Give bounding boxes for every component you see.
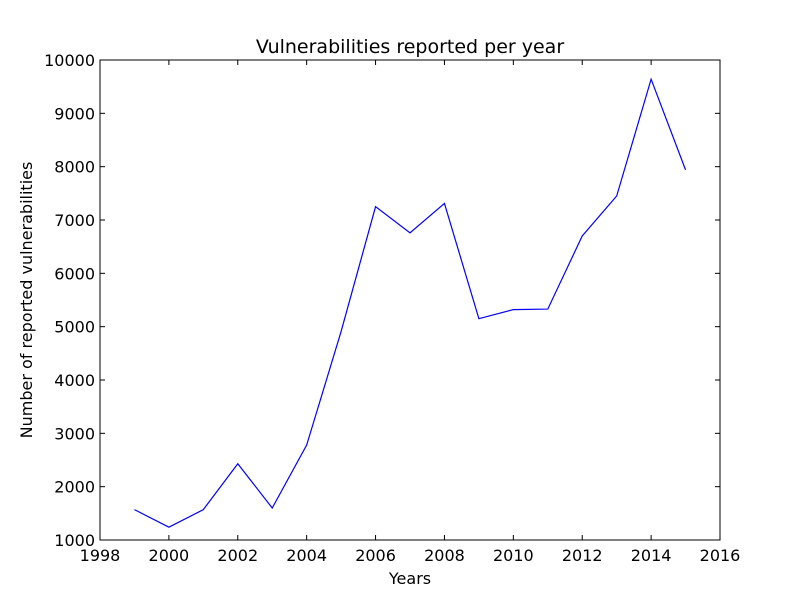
x-tick-label: 2014 (631, 546, 672, 565)
y-tick-label: 7000 (54, 211, 95, 230)
y-tick-label: 3000 (54, 424, 95, 443)
y-tick-label: 8000 (54, 158, 95, 177)
x-tick-label: 2008 (424, 546, 465, 565)
x-tick-label: 1998 (80, 546, 121, 565)
x-tick-label: 2002 (217, 546, 258, 565)
y-axis-label: Number of reported vulnerabilities (17, 162, 36, 439)
plot-frame (99, 59, 721, 541)
x-tick-label: 2016 (700, 546, 741, 565)
x-tick-label: 2012 (562, 546, 603, 565)
axis-ticks: 1998 2000 2002 2004 2006 2008 2010 2012 2014 2016… (44, 51, 740, 565)
series-group (134, 77, 687, 528)
y-tick-label: 5000 (54, 318, 95, 337)
y-tick-label: 2000 (54, 478, 95, 497)
x-tick-label: 2004 (286, 546, 327, 565)
x-tick-label: 2000 (149, 546, 190, 565)
y-tick-label: 10000 (44, 51, 95, 70)
x-tick-label: 2006 (355, 546, 396, 565)
chart-title: Vulnerabilities reported per year (256, 36, 564, 58)
y-tick-label: 9000 (54, 104, 95, 123)
x-tick-label: 2010 (493, 546, 534, 565)
y-tick-label: 6000 (54, 264, 95, 283)
x-axis-label: Years (388, 569, 431, 588)
series-line-0 (134, 77, 687, 528)
y-tick-label: 4000 (54, 371, 95, 390)
y-tick-label: 1000 (54, 531, 95, 550)
